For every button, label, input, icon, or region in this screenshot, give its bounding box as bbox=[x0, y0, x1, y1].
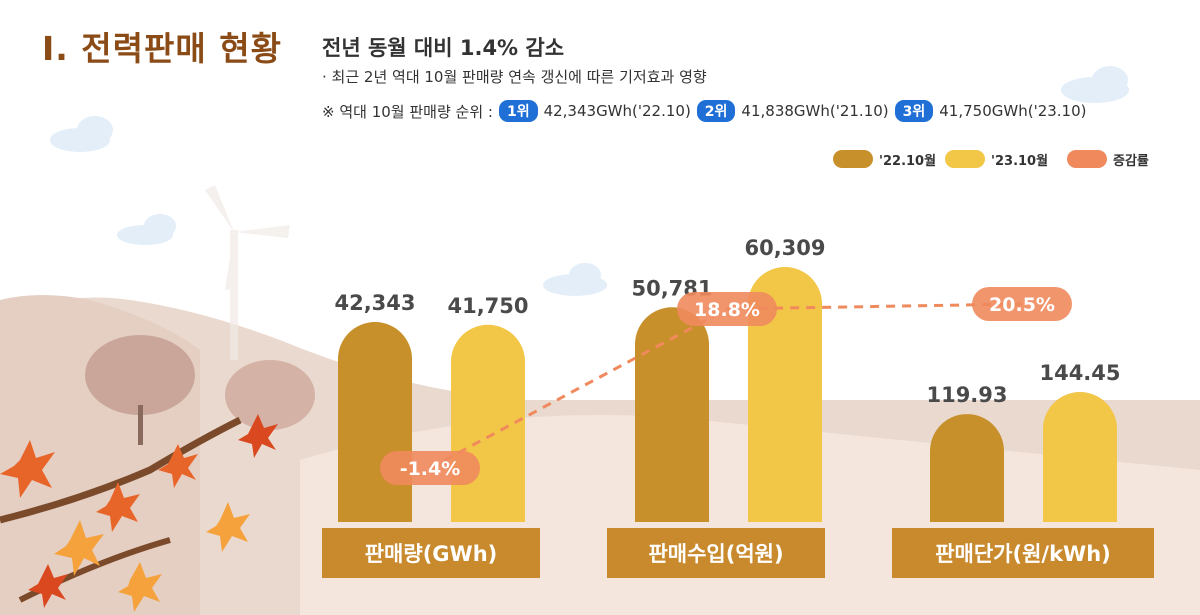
growth-rate-pill bbox=[380, 451, 480, 485]
growth-rate-pill bbox=[972, 287, 1072, 321]
legend-swatch-2023 bbox=[945, 150, 985, 168]
bar-2022-2 bbox=[930, 414, 1004, 522]
category-box bbox=[607, 528, 825, 578]
rank-1-value: 42,343GWh('22.10) bbox=[543, 102, 691, 120]
cloud-decoration bbox=[50, 66, 1129, 296]
bar-2023-0 bbox=[451, 324, 525, 522]
bar-value-label: 41,750 bbox=[447, 294, 528, 318]
legend-item-2023: '23.10월 bbox=[945, 148, 1048, 170]
rank-2-value: 41,838GWh('21.10) bbox=[741, 102, 889, 120]
category-box bbox=[892, 528, 1154, 578]
legend-label-2023: '23.10월 bbox=[991, 153, 1049, 169]
legend-label-2022: '22.10월 bbox=[879, 153, 937, 169]
note-rank: ※ 역대 10월 판매량 순위 : 1위 42,343GWh('22.10) 2… bbox=[322, 100, 1086, 122]
growth-rate-pill bbox=[677, 292, 777, 326]
rank-2-badge: 2위 bbox=[696, 100, 736, 122]
bar-2023-1 bbox=[748, 267, 822, 522]
rank-note-prefix: ※ 역대 10월 판매량 순위 : bbox=[322, 102, 493, 121]
rank-3-value: 41,750GWh('23.10) bbox=[939, 102, 1087, 120]
growth-rate-label: 20.5% bbox=[989, 294, 1055, 316]
page-subtitle: 전년 동월 대비 1.4% 감소 bbox=[322, 36, 565, 60]
bar-value-label: 144.45 bbox=[1039, 361, 1120, 385]
bar-value-label: 119.93 bbox=[926, 383, 1007, 407]
note-base-effect: · 최근 2년 역대 10월 판매량 연속 갱신에 따른 기저효과 영향 bbox=[322, 68, 707, 86]
category-box bbox=[322, 528, 540, 578]
bar-value-label: 42,343 bbox=[334, 291, 415, 315]
legend-label-growth: 증감률 bbox=[1113, 153, 1149, 169]
legend-swatch-growth bbox=[1067, 150, 1107, 168]
tree-decoration bbox=[85, 335, 195, 415]
growth-rate-label: -1.4% bbox=[400, 458, 461, 480]
category-label: 판매량(GWh) bbox=[365, 542, 498, 566]
bar-2022-1 bbox=[635, 307, 709, 522]
category-label: 판매단가(원/kWh) bbox=[935, 542, 1111, 566]
growth-rate-label: 18.8% bbox=[694, 299, 760, 321]
legend-item-2022: '22.10월 bbox=[833, 148, 936, 170]
bar-value-label: 60,309 bbox=[744, 236, 825, 260]
rank-3-badge: 3위 bbox=[894, 100, 934, 122]
category-label: 판매수입(억원) bbox=[648, 542, 783, 566]
windmill-decoration bbox=[205, 185, 290, 360]
page-title: Ⅰ. 전력판매 현황 bbox=[42, 29, 282, 68]
bar-2022-0 bbox=[338, 322, 412, 522]
legend-swatch-2022 bbox=[833, 150, 873, 168]
rank-1-badge: 1위 bbox=[498, 100, 538, 122]
maple-leaves-decoration bbox=[0, 414, 278, 612]
bar-2023-2 bbox=[1043, 392, 1117, 522]
legend-item-growth: 증감률 bbox=[1067, 148, 1149, 170]
